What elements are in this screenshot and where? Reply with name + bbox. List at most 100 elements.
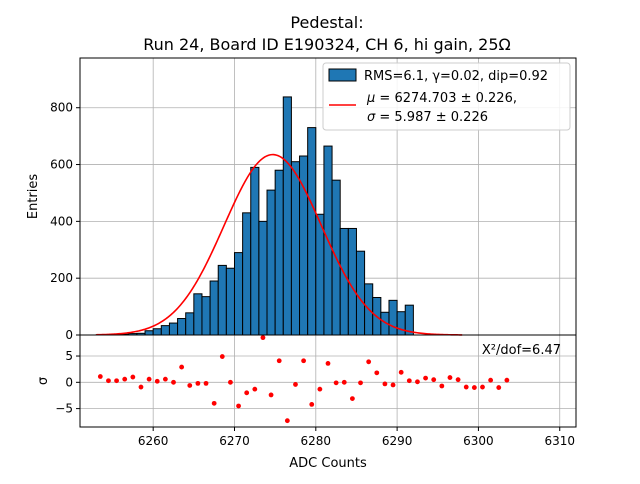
histogram-bar — [267, 190, 275, 335]
legend-label-fit-line1: μ = 6274.703 ± 0.226, — [366, 91, 517, 106]
histogram-bar — [186, 313, 194, 335]
residual-point — [196, 381, 201, 386]
residual-point — [439, 384, 444, 389]
residual-point — [122, 377, 127, 382]
histogram-bar — [243, 213, 251, 335]
residual-xtick-label: 6270 — [219, 434, 250, 448]
histogram-bar — [178, 319, 186, 335]
residual-point — [293, 382, 298, 387]
residual-point — [350, 396, 355, 401]
residual-point — [464, 385, 469, 390]
legend-label-histogram: RMS=6.1, γ=0.02, dip=0.92 — [364, 69, 548, 84]
residual-point — [366, 359, 371, 364]
residual-xlabel: ADC Counts — [289, 456, 367, 471]
residual-point — [179, 365, 184, 370]
residual-point — [277, 358, 282, 363]
residual-point — [391, 383, 396, 388]
histogram-ytick-label: 400 — [50, 214, 73, 228]
residual-ytick-label: −5 — [55, 402, 73, 416]
histogram-bar — [275, 170, 283, 335]
residual-point — [334, 380, 339, 385]
residual-ylabel: σ — [36, 377, 51, 385]
residual-point — [236, 404, 241, 409]
residual-point — [374, 370, 379, 375]
histogram-ytick-label: 600 — [50, 158, 73, 172]
legend-swatch-histogram — [329, 69, 356, 81]
residual-point — [155, 379, 160, 384]
residual-point — [488, 378, 493, 383]
residual-ytick-label: 0 — [65, 375, 73, 389]
residual-point — [448, 375, 453, 380]
histogram-bar — [340, 228, 348, 335]
histogram-bar — [218, 265, 226, 335]
histogram-bar — [259, 221, 267, 335]
histogram-ytick-label: 800 — [50, 101, 73, 115]
residual-point — [496, 385, 501, 390]
residual-point — [504, 378, 509, 383]
histogram-bar — [356, 251, 364, 335]
residual-point — [252, 387, 257, 392]
legend-mu-value: = 6274.703 ± 0.226, — [375, 91, 517, 106]
histogram-bar — [291, 162, 299, 335]
histogram-bar — [153, 329, 161, 335]
residual-ytick-label: 5 — [65, 349, 73, 363]
residual-point — [147, 377, 152, 382]
residual-point — [98, 374, 103, 379]
histogram-bar — [210, 281, 218, 335]
chart-title-line2: Run 24, Board ID E190324, CH 6, hi gain,… — [143, 35, 511, 54]
residual-point — [285, 418, 290, 423]
histogram-bar — [316, 214, 324, 335]
histogram-ylabel: Entries — [26, 174, 41, 220]
residual-xtick-label: 6280 — [301, 434, 332, 448]
residual-xtick-label: 6260 — [138, 434, 169, 448]
residual-point — [317, 387, 322, 392]
residual-point — [187, 383, 192, 388]
histogram-bar — [283, 97, 291, 335]
legend-mu-symbol: μ — [366, 91, 375, 106]
residual-point — [415, 379, 420, 384]
histogram-bar — [169, 323, 177, 335]
residual-xtick-label: 6300 — [463, 434, 494, 448]
residual-point — [326, 361, 331, 366]
residual-point — [163, 377, 168, 382]
legend-sigma-value: = 5.987 ± 0.226 — [375, 110, 488, 125]
histogram-bar — [234, 253, 242, 335]
residual-point — [301, 358, 306, 363]
residual-point — [228, 380, 233, 385]
legend-label-fit-line2: σ = 5.987 ± 0.226 — [367, 110, 488, 125]
residual-point — [309, 402, 314, 407]
residual-point — [456, 377, 461, 382]
residual-point — [204, 381, 209, 386]
histogram-bar — [226, 268, 234, 335]
residual-point — [342, 380, 347, 385]
residual-point — [130, 375, 135, 380]
residual-point — [399, 370, 404, 375]
residual-point — [358, 380, 363, 385]
residual-point — [423, 376, 428, 381]
histogram-bar — [389, 300, 397, 335]
histogram-bar — [161, 326, 169, 335]
residual-point — [114, 378, 119, 383]
histogram-bar — [308, 128, 316, 335]
residual-point — [269, 393, 274, 398]
residual-point — [220, 354, 225, 359]
residual-point — [212, 401, 217, 406]
histogram-bar — [202, 297, 210, 335]
residual-point — [383, 381, 388, 386]
residual-point — [261, 335, 266, 340]
residual-point — [106, 378, 111, 383]
histogram-bar — [397, 312, 405, 335]
residual-point — [244, 390, 249, 395]
chart-title-line1: Pedestal: — [290, 13, 363, 32]
histogram-ytick-label: 200 — [50, 271, 73, 285]
histogram-ytick-label: 0 — [65, 328, 73, 342]
histogram-bar — [145, 331, 153, 335]
residual-point — [480, 385, 485, 390]
residual-point — [431, 377, 436, 382]
residual-point — [171, 380, 176, 385]
residual-point — [407, 378, 412, 383]
residual-xtick-label: 6290 — [382, 434, 413, 448]
residual-point — [472, 385, 477, 390]
residual-xtick-label: 6310 — [544, 434, 575, 448]
